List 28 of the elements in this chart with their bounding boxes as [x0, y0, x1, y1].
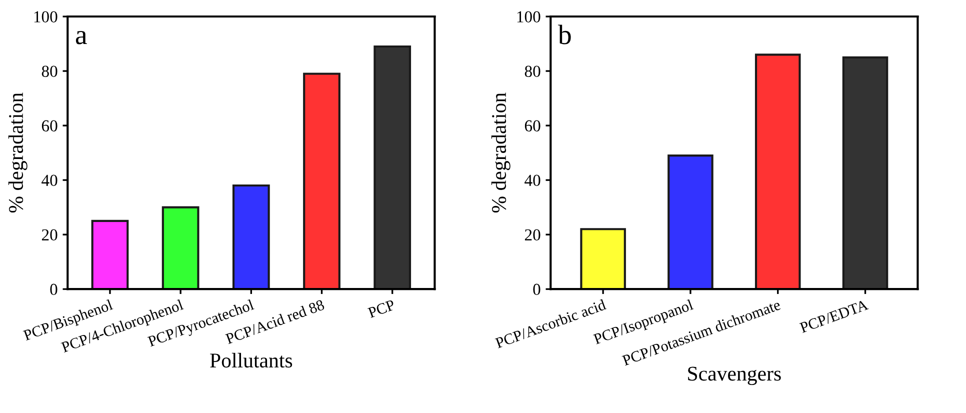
y-axis-title: % degradation: [491, 92, 510, 213]
y-axis-title: % degradation: [8, 92, 28, 213]
bar: [668, 154, 714, 290]
bar: [580, 228, 626, 290]
y-tick-label: 60: [524, 120, 540, 132]
y-tick-label: 20: [524, 229, 540, 241]
bar: [303, 72, 340, 290]
bar: [162, 206, 200, 290]
y-tick-label: 80: [42, 66, 58, 77]
y-tick-label: 80: [524, 66, 540, 77]
y-tick-label: 20: [42, 229, 58, 241]
y-tick-label: 0: [50, 284, 58, 296]
y-tick-label: 60: [42, 120, 58, 132]
y-tick-label: 0: [533, 284, 540, 296]
bar: [754, 54, 801, 290]
bar: [232, 184, 270, 290]
annotation: a: [76, 30, 87, 44]
annotation: b: [558, 24, 571, 44]
x-axis-title: Scavengers: [688, 366, 781, 385]
x-tick-label: PCP: [367, 299, 396, 318]
bar: [374, 45, 412, 290]
x-axis-title: Pollutants: [210, 352, 292, 368]
y-tick-label: 40: [42, 174, 58, 186]
y-tick-label: 100: [517, 11, 540, 22]
y-tick-label: 100: [34, 11, 58, 22]
bar: [91, 220, 129, 290]
bar: [842, 56, 888, 290]
y-tick-label: 40: [524, 174, 540, 186]
